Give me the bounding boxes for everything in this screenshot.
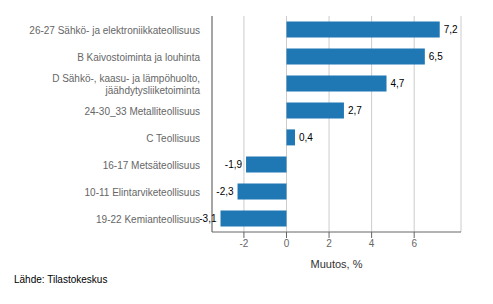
svg-text:B Kaivostoiminta ja louhinta: B Kaivostoiminta ja louhinta	[77, 51, 200, 62]
svg-text:D Sähkö-, kaasu- ja lämpöhuolt: D Sähkö-, kaasu- ja lämpöhuolto,jäähdyty…	[52, 72, 200, 95]
svg-text:26-27 Sähkö- ja elektroniikkat: 26-27 Sähkö- ja elektroniikkateollisuus	[29, 24, 200, 35]
svg-text:-1,9: -1,9	[225, 159, 243, 170]
svg-text:Muutos, %: Muutos, %	[311, 258, 363, 270]
svg-text:-2: -2	[239, 238, 248, 249]
svg-text:7,2: 7,2	[444, 24, 458, 35]
svg-text:4,7: 4,7	[391, 78, 405, 89]
svg-text:6,5: 6,5	[429, 51, 443, 62]
svg-text:2,7: 2,7	[348, 105, 362, 116]
svg-text:10-11 Elintarviketeollisuus: 10-11 Elintarviketeollisuus	[85, 186, 200, 197]
svg-text:0,4: 0,4	[299, 132, 313, 143]
svg-text:16-17 Metsäteollisuus: 16-17 Metsäteollisuus	[103, 159, 200, 170]
svg-text:-2,3: -2,3	[216, 186, 234, 197]
svg-text:C Teollisuus: C Teollisuus	[146, 132, 200, 143]
svg-text:19-22 Kemianteollisuus: 19-22 Kemianteollisuus	[96, 213, 200, 224]
html-text:Lähde: Tilastokeskus: Lähde: Tilastokeskus	[14, 274, 108, 285]
svg-text:0: 0	[284, 238, 290, 249]
svg-text:-3,1: -3,1	[199, 213, 217, 224]
svg-text:2: 2	[326, 238, 332, 249]
svg-text:4: 4	[369, 238, 375, 249]
svg-text:6: 6	[411, 238, 417, 249]
svg-text:24-30_33 Metalliteollisuus: 24-30_33 Metalliteollisuus	[84, 105, 200, 116]
